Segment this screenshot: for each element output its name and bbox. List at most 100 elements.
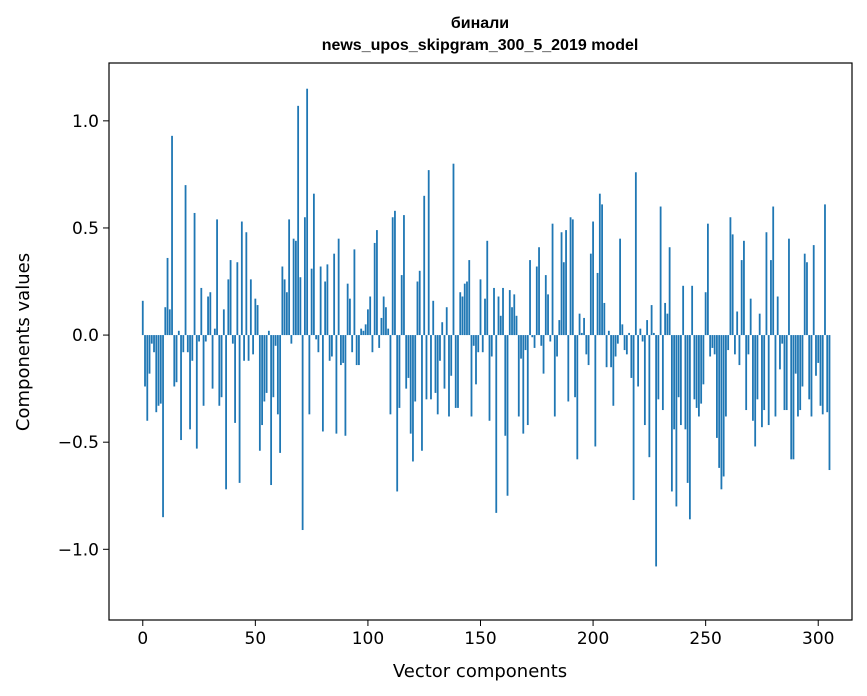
- bar: [646, 320, 649, 336]
- bar: [195, 335, 198, 449]
- bar: [434, 335, 437, 393]
- bar: [657, 335, 660, 400]
- bar: [779, 335, 781, 370]
- bars-group: [141, 88, 831, 567]
- bar: [731, 234, 734, 336]
- bar: [484, 298, 486, 336]
- bar: [168, 309, 171, 336]
- bar: [619, 238, 621, 336]
- bar: [218, 335, 221, 406]
- bar: [229, 260, 232, 336]
- bar: [664, 302, 667, 336]
- bar: [556, 335, 558, 357]
- bar: [634, 172, 637, 336]
- bar: [245, 232, 248, 336]
- bar: [288, 219, 291, 336]
- bar: [490, 335, 493, 357]
- bar: [312, 193, 315, 336]
- bar: [679, 335, 682, 426]
- bar: [589, 253, 592, 336]
- bar: [186, 335, 189, 353]
- bar: [303, 217, 306, 336]
- bar: [407, 335, 410, 378]
- x-tick-label: 0: [137, 629, 148, 649]
- bar: [283, 279, 286, 336]
- bar: [421, 335, 423, 451]
- bar: [504, 335, 507, 436]
- bar: [405, 335, 408, 389]
- bar: [675, 335, 678, 507]
- bar: [655, 335, 658, 567]
- bar: [475, 335, 477, 385]
- bar: [574, 335, 576, 398]
- bar: [711, 335, 714, 348]
- bar: [445, 307, 448, 336]
- bar: [718, 335, 721, 468]
- bar: [603, 302, 606, 336]
- bar: [448, 335, 450, 417]
- bar: [267, 330, 270, 336]
- bar: [157, 335, 160, 406]
- bar: [547, 294, 549, 336]
- bar: [713, 335, 716, 355]
- bar: [533, 335, 536, 348]
- bar: [364, 324, 367, 336]
- bar: [803, 253, 806, 336]
- bar: [558, 320, 561, 336]
- y-tick-label: 1.0: [72, 112, 99, 132]
- bar: [754, 335, 757, 447]
- bar: [734, 335, 736, 355]
- bar: [698, 335, 700, 417]
- bar: [486, 240, 489, 336]
- bar: [810, 335, 813, 417]
- y-tick-label: 0.5: [72, 219, 99, 239]
- bar: [400, 275, 403, 336]
- x-axis: 0 50 100 150 200 250 300: [137, 620, 834, 649]
- bar: [279, 335, 282, 453]
- bar: [276, 335, 279, 415]
- bar: [454, 335, 457, 408]
- bar: [493, 287, 495, 336]
- bar: [423, 195, 426, 336]
- bar: [686, 335, 689, 483]
- bar: [281, 266, 284, 336]
- bar: [601, 204, 603, 336]
- bar: [763, 335, 766, 411]
- bar: [173, 335, 176, 387]
- bar: [695, 335, 698, 408]
- bar: [294, 240, 297, 336]
- bar: [198, 335, 200, 342]
- bar: [704, 292, 707, 336]
- plot-frame: [108, 62, 853, 621]
- bar: [409, 335, 412, 434]
- bar: [427, 170, 430, 336]
- bar: [418, 270, 421, 336]
- bar: [159, 335, 162, 404]
- bar: [355, 335, 358, 366]
- bar: [153, 335, 155, 353]
- bar: [538, 247, 540, 336]
- bar: [725, 335, 727, 417]
- bar: [193, 212, 196, 336]
- bar: [265, 335, 268, 393]
- bar: [182, 335, 185, 353]
- bar: [540, 335, 543, 346]
- bar: [358, 335, 360, 366]
- bar: [231, 335, 234, 344]
- bar: [432, 300, 435, 336]
- bar: [562, 262, 565, 336]
- chart-title-line-2: news_upos_skipgram_300_5_2019 model: [322, 37, 639, 54]
- x-tick-label: 150: [464, 629, 496, 649]
- bar: [691, 285, 694, 336]
- bar: [436, 335, 439, 415]
- bar: [171, 135, 173, 336]
- bar: [765, 232, 768, 336]
- bar: [621, 324, 624, 336]
- bar: [292, 238, 295, 336]
- bar: [258, 335, 261, 451]
- bar: [249, 279, 252, 336]
- bar: [290, 335, 293, 344]
- bar: [688, 335, 691, 520]
- bar: [297, 105, 300, 336]
